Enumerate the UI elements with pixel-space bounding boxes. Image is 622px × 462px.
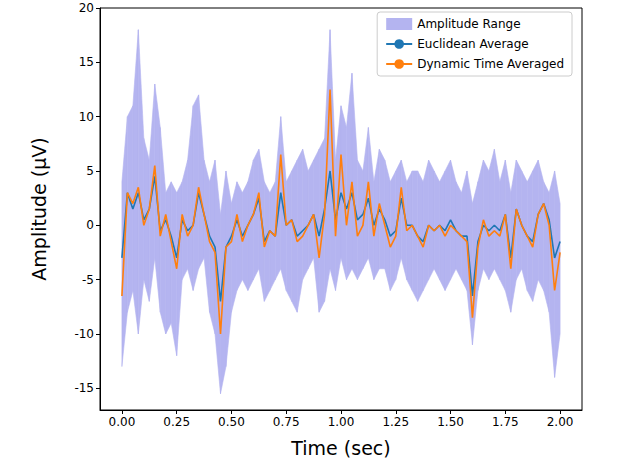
svg-text:20: 20 <box>79 1 94 15</box>
svg-text:Dynamic Time Averaged: Dynamic Time Averaged <box>417 57 564 71</box>
svg-text:1.50: 1.50 <box>437 415 464 429</box>
svg-text:0: 0 <box>86 218 94 232</box>
svg-text:-5: -5 <box>82 273 94 287</box>
svg-text:0.50: 0.50 <box>218 415 245 429</box>
svg-text:Amplitude (μV): Amplitude (μV) <box>28 137 50 280</box>
svg-text:Time (sec): Time (sec) <box>290 437 390 459</box>
svg-text:10: 10 <box>79 110 94 124</box>
svg-text:0.00: 0.00 <box>109 415 136 429</box>
svg-text:-10: -10 <box>74 327 94 341</box>
svg-text:Amplitude Range: Amplitude Range <box>417 17 520 31</box>
svg-text:15: 15 <box>79 55 94 69</box>
svg-text:Euclidean Average: Euclidean Average <box>417 37 529 51</box>
svg-text:1.75: 1.75 <box>492 415 519 429</box>
svg-text:5: 5 <box>86 164 94 178</box>
svg-text:-15: -15 <box>74 381 94 395</box>
svg-text:1.00: 1.00 <box>328 415 355 429</box>
svg-text:2.00: 2.00 <box>547 415 574 429</box>
svg-text:0.75: 0.75 <box>273 415 300 429</box>
svg-text:0.25: 0.25 <box>163 415 190 429</box>
svg-text:1.25: 1.25 <box>382 415 409 429</box>
